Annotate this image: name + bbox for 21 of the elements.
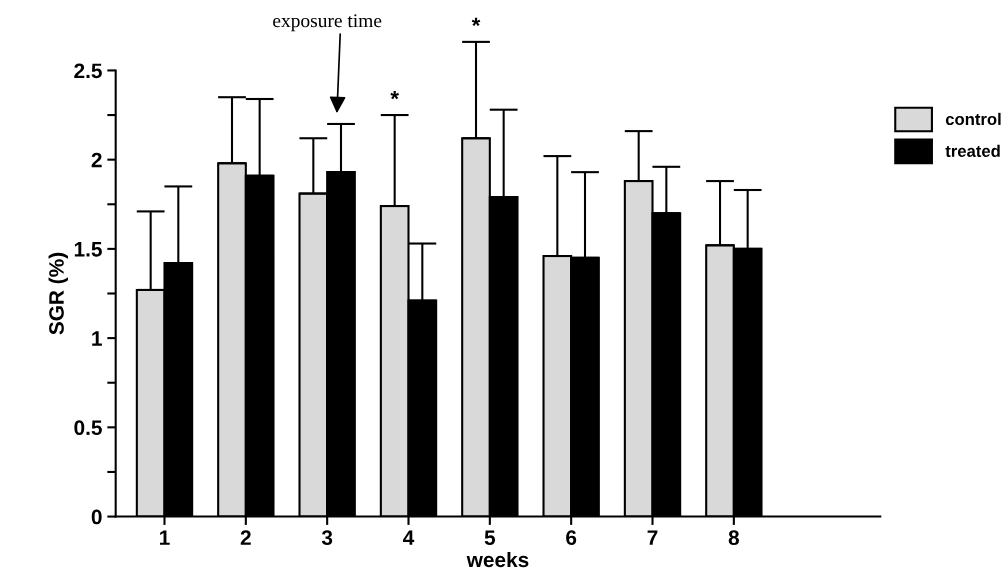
x-tick-label: 4: [403, 530, 415, 545]
y-tick-label: 0: [91, 509, 102, 525]
legend-label: treated: [945, 144, 1000, 157]
text: exposure time: [273, 14, 382, 32]
annotation: *: [471, 17, 481, 27]
y-tick-label: 1.5: [74, 242, 102, 257]
y-axis-title: SGR (%): [48, 252, 68, 335]
x-tick-label: 5: [484, 530, 496, 546]
y-tick-label: 2: [91, 152, 102, 168]
x-tick-label: 7: [647, 530, 658, 545]
annotation: *: [390, 90, 399, 100]
x-tick-label: 8: [728, 530, 739, 546]
y-tick-label: 2.5: [74, 63, 102, 79]
x-tick-label: 1: [160, 530, 170, 545]
x-tick-label: 2: [240, 530, 251, 545]
x-tick-label: 3: [321, 530, 333, 546]
x-axis-title: weeks: [466, 551, 529, 568]
y-tick-label: 0.5: [74, 420, 102, 436]
y-tick-label: 1: [92, 331, 102, 346]
x-tick-label: 6: [566, 530, 577, 546]
legend-label: control: [945, 112, 1001, 126]
